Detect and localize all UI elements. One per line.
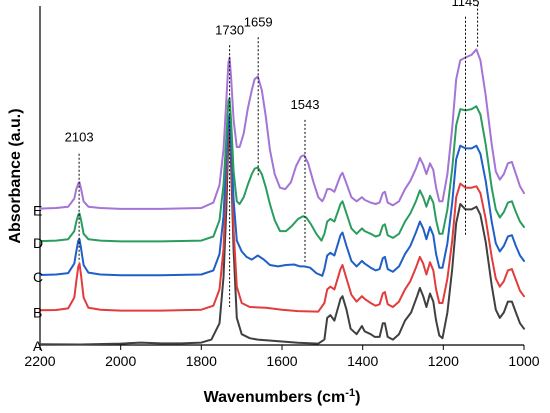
series-label-A: A <box>33 338 43 354</box>
series-label-D: D <box>33 235 43 251</box>
series-labels: A B C DE <box>33 203 43 355</box>
peak-label-1145: 1145 <box>452 0 480 9</box>
x-tick-label-1200: 1200 <box>428 353 459 369</box>
peak-annotations: 210317301659154311451115 <box>65 0 480 307</box>
peak-label-1730: 1730 <box>215 23 244 38</box>
peak-label-1543: 1543 <box>291 97 320 112</box>
series-label-B: B <box>33 304 42 320</box>
series-label-C: C <box>33 269 43 285</box>
x-tick-label-2200: 2200 <box>24 353 55 369</box>
x-tick-label-1800: 1800 <box>186 353 217 369</box>
series-label-E: E <box>33 203 42 219</box>
x-axis-label: Wavenumbers (cm-1) <box>204 387 361 406</box>
peak-label-2103: 2103 <box>65 130 94 145</box>
series-line-C <box>39 114 525 277</box>
series-line-E <box>39 48 525 210</box>
series-line-A <box>39 127 525 346</box>
series-line-D <box>39 97 525 243</box>
x-tick-label-1400: 1400 <box>347 353 378 369</box>
series-group <box>39 48 525 346</box>
x-tick-label-1600: 1600 <box>266 353 297 369</box>
x-axis-ticks: 2200 2000 1800 1600 1400 1200 1000 <box>24 345 540 369</box>
x-tick-label-1000: 1000 <box>508 353 539 369</box>
series-line-B <box>39 117 525 313</box>
peak-label-1659: 1659 <box>244 14 273 29</box>
y-axis-label: Absorbance (a.u.) <box>7 108 24 243</box>
x-tick-label-2000: 2000 <box>105 353 136 369</box>
